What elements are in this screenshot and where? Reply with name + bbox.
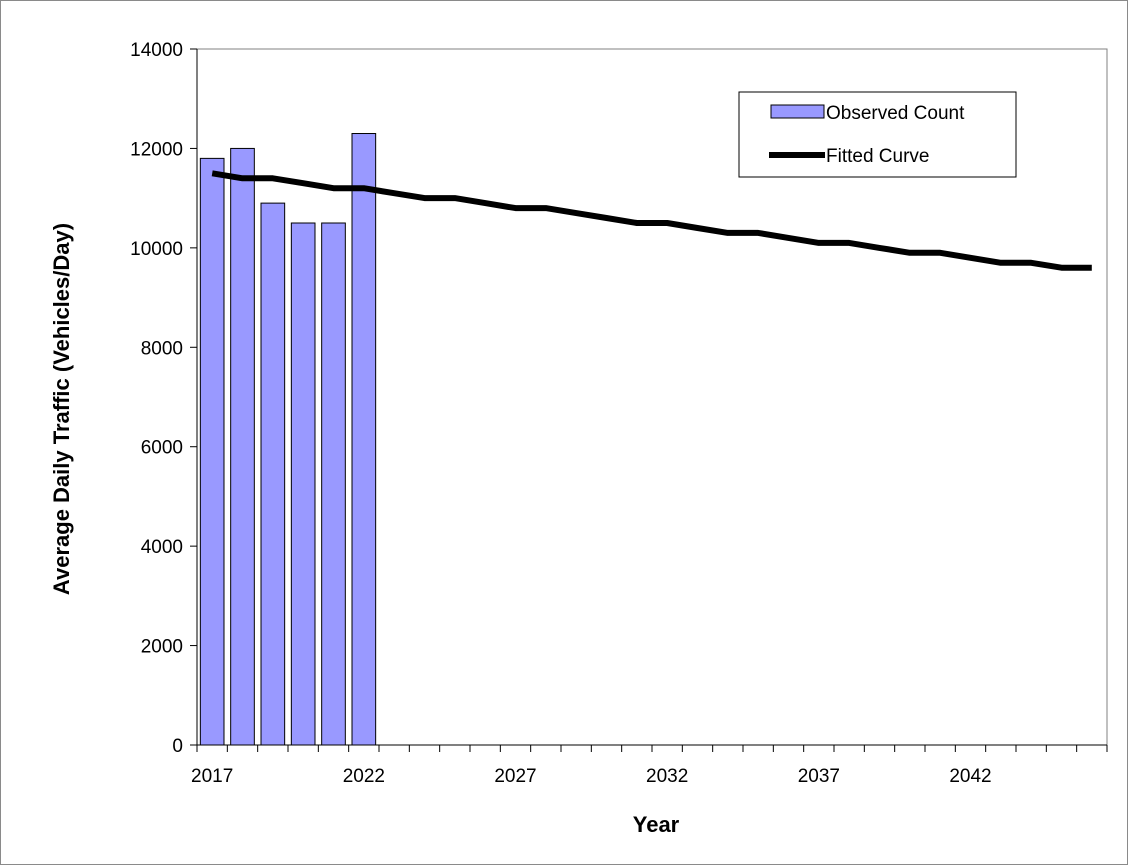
bar-observed-2019 <box>260 202 286 746</box>
x-tick-label-2032: 2032 <box>646 766 688 787</box>
y-tick-label-0: 0 <box>172 736 183 757</box>
bar-observed-2018 <box>230 147 255 746</box>
y-tick-label-2000: 2000 <box>141 637 183 658</box>
y-axis-title: Average Daily Traffic (Vehicles/Day) <box>49 223 74 595</box>
x-axis-title: Year <box>633 812 680 837</box>
y-tick-label-6000: 6000 <box>141 438 183 459</box>
x-tick-label-2027: 2027 <box>494 766 536 787</box>
chart-axes: 0 2000 4000 6000 8000 10000 12000 14000 2017 2022… <box>130 40 1108 787</box>
y-tick-label-8000: 8000 <box>141 338 183 359</box>
bar-observed-2020 <box>290 222 316 746</box>
chart-marks <box>199 133 1092 746</box>
y-tick-label-10000: 10000 <box>130 239 183 260</box>
x-tick-label-2042: 2042 <box>949 766 991 787</box>
y-tick-label-12000: 12000 <box>130 139 183 160</box>
bar-observed-2022 <box>351 133 377 746</box>
legend-swatch-observed <box>770 104 825 119</box>
legend: Observed Count Fitted Curve <box>738 91 1017 178</box>
y-tick-label-4000: 4000 <box>141 537 183 558</box>
legend-label-observed: Observed Count <box>826 103 965 124</box>
x-tick-label-2017: 2017 <box>191 766 233 787</box>
legend-label-fitted: Fitted Curve <box>826 146 929 167</box>
bar-observed-2017 <box>199 157 225 746</box>
x-tick-label-2037: 2037 <box>798 766 840 787</box>
y-tick-label-14000: 14000 <box>130 40 183 61</box>
x-tick-label-2022: 2022 <box>343 766 385 787</box>
bar-observed-2021 <box>321 222 346 746</box>
fitted-curve-line <box>211 170 1092 271</box>
